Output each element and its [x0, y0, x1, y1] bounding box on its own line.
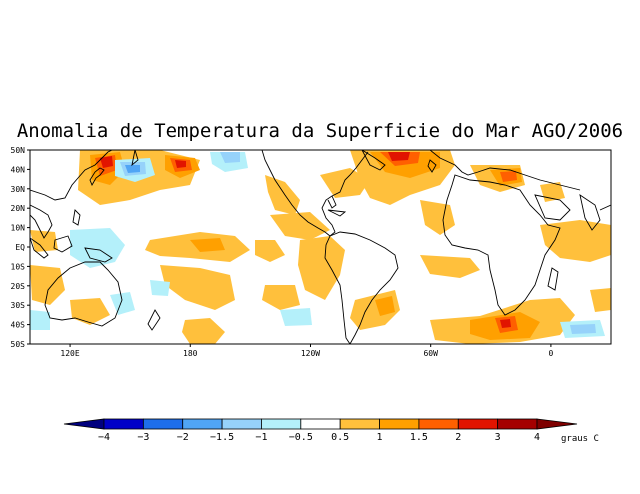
colorbar: −4 −3 −2 −1.5 −1 −0.5 0.5 1 1.5 2 3 4 graus C — [63, 418, 599, 444]
warm-anomaly-cores — [100, 152, 511, 328]
new-zealand — [147, 309, 161, 331]
lat-tick-label: 30N — [11, 185, 26, 194]
asia-coast — [30, 150, 113, 201]
greenland — [361, 150, 386, 171]
map-title: Anomalia de Temperatura da Superficie do… — [16, 120, 624, 142]
sumatra — [30, 237, 49, 259]
colorbar-swatch — [418, 418, 459, 430]
colorbar-arrow-low — [63, 418, 105, 430]
colorbar-label: −1.5 — [210, 432, 234, 443]
kamchatka — [131, 150, 139, 167]
colorbar-swatch — [261, 418, 302, 430]
colorbar-label: 0.5 — [331, 432, 349, 443]
sst-anomaly-field — [30, 150, 611, 344]
lon-tick-label: 120W — [301, 349, 320, 358]
lat-tick-label: 20S — [11, 282, 26, 291]
lat-tick-label: EQ — [15, 243, 25, 252]
colorbar-swatch — [497, 418, 538, 430]
colorbar-swatch — [142, 418, 184, 430]
longitude-axis: 120E180120W60W060E — [60, 344, 553, 358]
colorbar-label: 1 — [377, 432, 383, 443]
australia — [44, 261, 123, 327]
lat-tick-label: 50S — [11, 340, 26, 349]
colorbar-label: 4 — [534, 432, 540, 443]
lat-tick-label: 20N — [11, 204, 26, 213]
lon-tick-label: 180 — [183, 349, 198, 358]
cuba — [327, 209, 347, 217]
lon-tick-label: 0 — [548, 349, 553, 358]
colorbar-units: graus C — [561, 434, 599, 444]
lat-tick-label: 30S — [11, 301, 26, 310]
colorbar-swatch — [300, 418, 341, 430]
lon-tick-label: 60W — [423, 349, 438, 358]
latitude-axis: 50N 40N 30N 20N 10N EQ 10S 20S 30S 40S 50S — [11, 146, 30, 349]
new-guinea — [84, 247, 113, 263]
cool-anomaly-cores — [125, 165, 140, 173]
colorbar-swatch — [182, 418, 223, 430]
lat-tick-label: 10N — [11, 224, 26, 233]
lon-tick-label: 120E — [60, 349, 79, 358]
japan — [89, 167, 105, 187]
uk — [427, 159, 437, 173]
south-america — [324, 231, 399, 344]
colorbar-swatch — [103, 418, 144, 430]
colorbar-swatch — [379, 418, 420, 430]
lat-tick-label: 40N — [11, 165, 26, 174]
indochina — [30, 204, 53, 239]
philippines — [72, 209, 81, 226]
lat-tick-label: 40S — [11, 321, 26, 330]
colorbar-label: 3 — [495, 432, 501, 443]
europe — [429, 150, 581, 191]
lat-tick-label: 10S — [11, 262, 26, 271]
colorbar-arrow-high — [536, 418, 578, 430]
colorbar-label: −0.5 — [289, 432, 313, 443]
colorbar-label: −4 — [98, 432, 110, 443]
north-america — [261, 150, 369, 237]
colorbar-label: 2 — [455, 432, 461, 443]
colorbar-swatch — [457, 418, 499, 430]
colorbar-swatch — [221, 418, 262, 430]
arabia — [534, 194, 571, 221]
colorbar-label: −3 — [137, 432, 149, 443]
africa — [442, 174, 561, 316]
madagascar — [547, 267, 559, 291]
asia-west — [599, 204, 611, 211]
borneo — [53, 235, 73, 253]
florida — [327, 195, 337, 209]
india — [579, 194, 601, 231]
colorbar-swatch — [339, 418, 380, 430]
lat-tick-label: 50N — [11, 146, 26, 155]
continent-outlines — [30, 150, 611, 344]
colorbar-label: −2 — [177, 432, 189, 443]
colorbar-label: 1.5 — [410, 432, 428, 443]
colorbar-label: −1 — [255, 432, 267, 443]
